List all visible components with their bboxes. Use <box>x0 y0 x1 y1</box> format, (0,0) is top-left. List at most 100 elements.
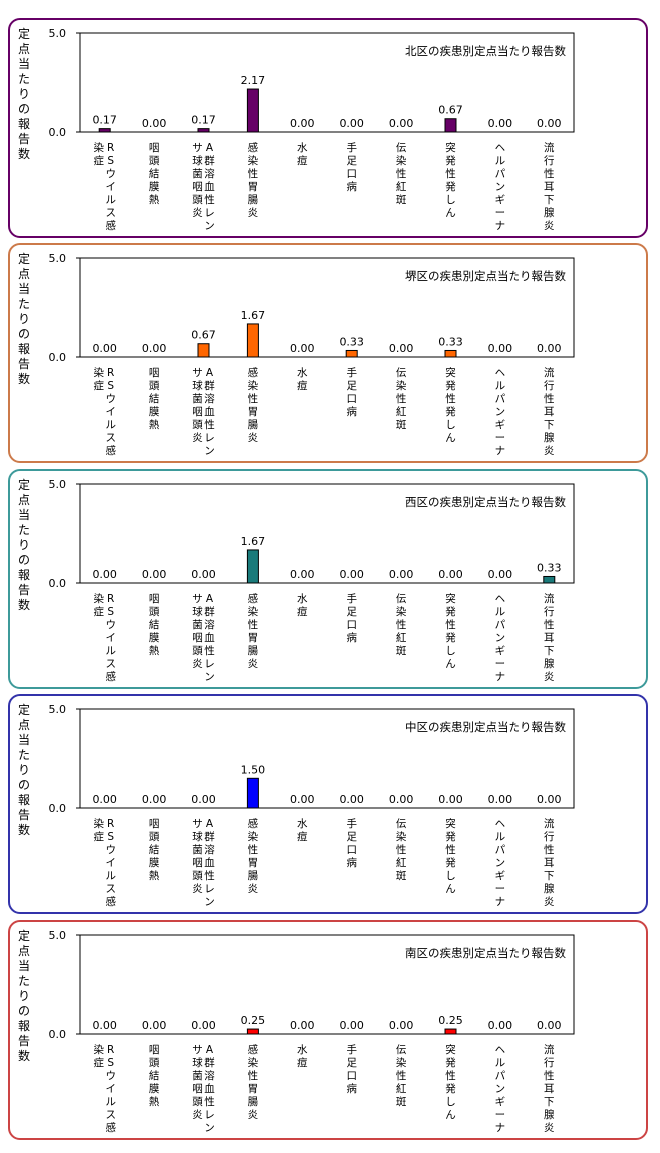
data-label: 0.00 <box>339 117 364 130</box>
x-tick-label: 流行性耳下腺炎 <box>544 366 555 457</box>
data-label: 0.00 <box>142 568 167 581</box>
x-tick-label: 水痘 <box>297 367 308 392</box>
plot-area <box>79 934 575 1035</box>
x-tick-label: 突発性発しん <box>445 817 456 895</box>
bar <box>345 349 358 358</box>
x-tick-label: 突発性発しん <box>445 592 456 670</box>
x-tick-label: 感染性胃腸炎 <box>248 817 259 895</box>
x-tick-label: A 群溶血性レンサ球菌咽頭炎 <box>192 593 215 683</box>
plot-area <box>79 32 575 133</box>
data-label: 0.17 <box>191 114 216 127</box>
x-tick-label: ヘルパンギーナ <box>495 142 506 232</box>
y-tick-label: 5.0 <box>49 703 67 716</box>
data-label: 0.25 <box>241 1014 266 1027</box>
x-tick-label: ヘルパンギーナ <box>495 593 506 683</box>
y-tick-label: 0.0 <box>49 126 67 139</box>
data-label: 0.00 <box>488 1019 513 1032</box>
data-label: 0.00 <box>537 342 562 355</box>
data-label: 0.00 <box>537 793 562 806</box>
x-tick-label: A 群溶血性レンサ球菌咽頭炎 <box>192 367 215 457</box>
data-label: 0.00 <box>92 1019 117 1032</box>
data-label: 0.00 <box>290 1019 315 1032</box>
chart-title: 南区の疾患別定点当たり報告数 <box>405 946 566 960</box>
y-tick-label: 0.0 <box>49 577 67 590</box>
data-label: 0.00 <box>142 1019 167 1032</box>
x-tick-label: 伝染性紅斑 <box>396 142 407 206</box>
data-label: 0.00 <box>389 568 414 581</box>
y-axis-label: 定点当たりの報告数 <box>17 703 30 837</box>
chart-panel: 定点当たりの報告数 5.0 0.0 西区の疾患別定点当たり報告数 0.00 R S ウイルス感… <box>8 469 648 689</box>
y-axis-label: 定点当たりの報告数 <box>17 478 30 612</box>
data-label: 0.00 <box>142 342 167 355</box>
x-tick-label: 咽頭結膜熱 <box>149 367 160 431</box>
data-label: 2.17 <box>241 74 266 87</box>
bar <box>444 1028 457 1035</box>
data-label: 0.00 <box>92 568 117 581</box>
data-label: 0.00 <box>488 568 513 581</box>
bar <box>98 128 111 133</box>
x-tick-label: A 群溶血性レンサ球菌咽頭炎 <box>192 1044 215 1134</box>
data-label: 0.00 <box>389 117 414 130</box>
x-tick-label: 手足口病 <box>346 1043 357 1095</box>
data-label: 0.67 <box>191 329 216 342</box>
data-label: 0.00 <box>537 1019 562 1032</box>
x-tick-label: R S ウイルス感染症 <box>93 817 116 908</box>
x-tick-label: 水痘 <box>297 818 308 843</box>
x-tick-label: 突発性発しん <box>445 366 456 444</box>
x-tick-label: ヘルパンギーナ <box>495 1044 506 1134</box>
bar <box>444 118 457 133</box>
x-tick-label: 手足口病 <box>346 592 357 644</box>
x-tick-label: R S ウイルス感染症 <box>93 141 116 232</box>
y-axis-label: 定点当たりの報告数 <box>17 929 30 1063</box>
chart-title: 堺区の疾患別定点当たり報告数 <box>405 269 566 283</box>
x-tick-label: 伝染性紅斑 <box>396 818 407 882</box>
plot-area <box>79 257 575 358</box>
x-tick-label: 流行性耳下腺炎 <box>544 141 555 232</box>
x-tick-label: 感染性胃腸炎 <box>248 592 259 670</box>
x-tick-label: 感染性胃腸炎 <box>248 1043 259 1121</box>
bar <box>246 549 259 584</box>
x-tick-label: 咽頭結膜熱 <box>149 1044 160 1108</box>
x-tick-label: 感染性胃腸炎 <box>248 366 259 444</box>
chart-panel: 定点当たりの報告数 5.0 0.0 中区の疾患別定点当たり報告数 0.00 R S ウイルス感… <box>8 694 648 914</box>
data-label: 1.67 <box>241 535 266 548</box>
chart-title: 西区の疾患別定点当たり報告数 <box>405 495 566 509</box>
data-label: 0.00 <box>339 1019 364 1032</box>
x-tick-label: 水痘 <box>297 142 308 167</box>
x-tick-label: 水痘 <box>297 593 308 618</box>
bar <box>197 128 210 133</box>
x-tick-label: 手足口病 <box>346 141 357 193</box>
x-tick-label: 手足口病 <box>346 817 357 869</box>
bar <box>246 88 259 133</box>
data-label: 0.00 <box>537 117 562 130</box>
y-tick-label: 5.0 <box>49 478 67 491</box>
bar <box>246 323 259 358</box>
data-label: 0.33 <box>537 561 562 574</box>
chart-panel: 定点当たりの報告数 5.0 0.0 北区の疾患別定点当たり報告数 0.17 R S ウイルス感… <box>8 18 648 238</box>
y-tick-label: 5.0 <box>49 929 67 942</box>
chart-panel: 定点当たりの報告数 5.0 0.0 堺区の疾患別定点当たり報告数 0.00 R S ウイルス感… <box>8 243 648 463</box>
data-label: 0.00 <box>488 793 513 806</box>
data-label: 0.00 <box>142 793 167 806</box>
x-tick-label: 突発性発しん <box>445 141 456 219</box>
data-label: 0.00 <box>191 793 216 806</box>
x-tick-label: 流行性耳下腺炎 <box>544 1043 555 1134</box>
data-label: 0.00 <box>488 117 513 130</box>
x-tick-label: 水痘 <box>297 1044 308 1069</box>
x-tick-label: 咽頭結膜熱 <box>149 818 160 882</box>
bar-chart: 5.0 0.0 西区の疾患別定点当たり報告数 0.00 R S ウイルス感染症 0.00 咽頭結… <box>49 478 575 683</box>
x-tick-label: 伝染性紅斑 <box>396 593 407 657</box>
plot-area <box>79 483 575 584</box>
chart-panel: 定点当たりの報告数 5.0 0.0 南区の疾患別定点当たり報告数 0.00 R S ウイルス感… <box>8 920 648 1140</box>
x-tick-label: 伝染性紅斑 <box>396 367 407 431</box>
x-tick-label: 手足口病 <box>346 366 357 418</box>
y-tick-label: 0.0 <box>49 802 67 815</box>
data-label: 0.00 <box>438 568 463 581</box>
bar-chart: 5.0 0.0 中区の疾患別定点当たり報告数 0.00 R S ウイルス感染症 0.00 咽頭結… <box>49 703 575 908</box>
data-label: 0.00 <box>339 568 364 581</box>
x-tick-label: R S ウイルス感染症 <box>93 592 116 683</box>
bar-chart: 5.0 0.0 南区の疾患別定点当たり報告数 0.00 R S ウイルス感染症 0.00 咽頭結… <box>49 929 575 1134</box>
data-label: 0.17 <box>92 114 117 127</box>
x-tick-label: A 群溶血性レンサ球菌咽頭炎 <box>192 818 215 908</box>
x-tick-label: 突発性発しん <box>445 1043 456 1121</box>
